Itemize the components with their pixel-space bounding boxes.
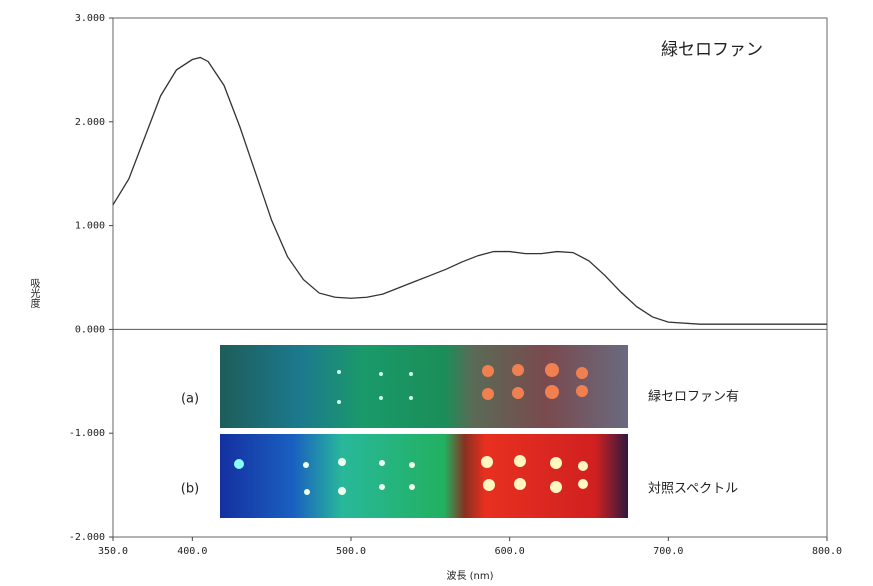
inset-photos [220, 345, 628, 518]
x-tick-label: 600.0 [495, 546, 525, 557]
x-tick-label: 800.0 [812, 546, 842, 557]
photo-a [220, 345, 628, 428]
x-tick-label: 700.0 [653, 546, 683, 557]
x-tick-label: 500.0 [336, 546, 366, 557]
y-tick-label: -2.000 [69, 532, 105, 543]
y-tick-label: 0.000 [75, 324, 105, 335]
y-tick-label: 3.000 [75, 13, 105, 24]
x-axis-label: 波長 (nm) [446, 569, 493, 582]
chart: 緑セロファン 吸光度 波長 (nm) (a) (b) 緑セロファン有 対照スペク… [0, 0, 873, 586]
y-axis-label: 吸光度 [28, 278, 40, 309]
inset-label: (a) [181, 392, 199, 407]
curve [113, 57, 827, 324]
photo-b [220, 434, 628, 518]
y-tick-label: 1.000 [75, 221, 105, 232]
x-tick-label: 350.0 [98, 546, 128, 557]
y-tick-label: -1.000 [69, 428, 105, 439]
inset-caption: 対照スペクトル [648, 482, 738, 497]
y-tick-label: 2.000 [75, 117, 105, 128]
inset-caption: 緑セロファン有 [648, 390, 739, 405]
annotation: 緑セロファン [661, 40, 763, 60]
inset-label: (b) [181, 482, 199, 497]
x-tick-label: 400.0 [177, 546, 207, 557]
